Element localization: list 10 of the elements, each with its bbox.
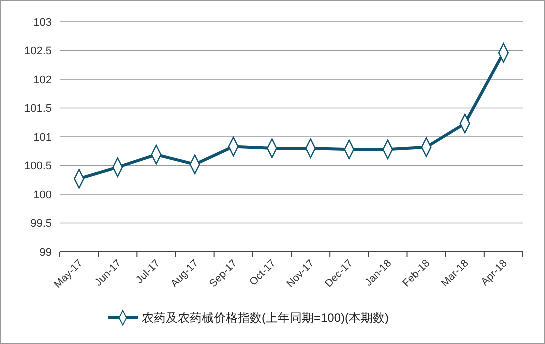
y-tick-label: 102.5 [24, 46, 52, 58]
y-tick-label: 100 [34, 189, 52, 202]
legend-label: 农药及农药械价格指数(上年同期=100)(本期数) [142, 311, 390, 326]
y-tick-label: 102 [34, 74, 52, 86]
y-tick-label: 103 [34, 16, 52, 29]
y-tick-label: 99 [40, 246, 52, 259]
y-tick-label: 101.5 [24, 103, 52, 116]
y-tick-label: 100.5 [24, 160, 52, 173]
y-tick-label: 101 [34, 132, 52, 144]
y-tick-label: 99.5 [30, 218, 52, 230]
